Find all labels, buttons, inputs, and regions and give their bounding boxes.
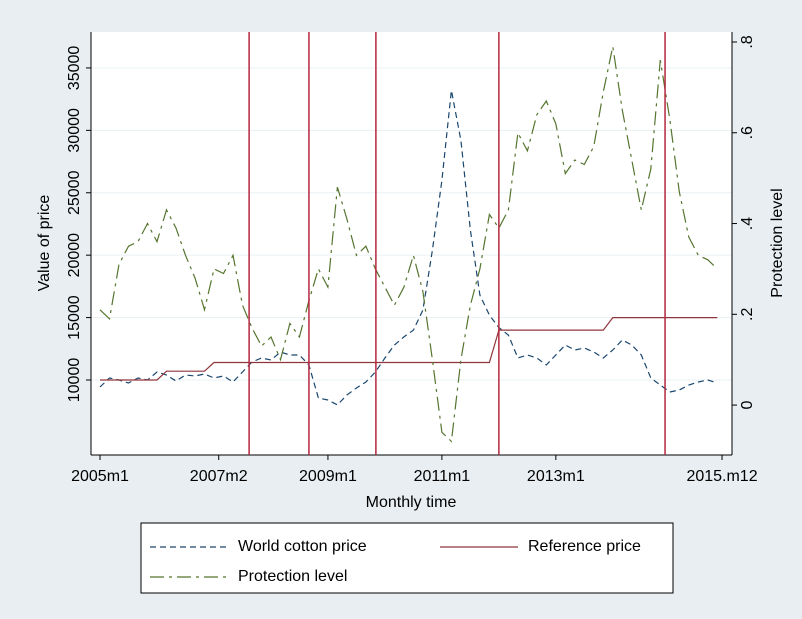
y2-tick-label: .8	[739, 35, 756, 48]
x-tick-label: 2009m1	[299, 468, 357, 485]
y2-tick-label: 0	[739, 401, 756, 410]
series-line	[100, 317, 718, 381]
y2-tick-label: .6	[739, 126, 756, 139]
legend-label: Protection level	[238, 568, 347, 585]
legend	[140, 522, 674, 594]
x-tick-label: 2011m1	[414, 468, 471, 485]
series-line	[99, 90, 718, 406]
plot-area	[91, 32, 732, 455]
y2-tick-label: .2	[739, 308, 756, 321]
y-axis-title: Value of price	[36, 195, 53, 292]
y2-axis-title: Protection level	[769, 188, 786, 297]
y-tick-label: 30000	[66, 108, 83, 153]
x-tick-label: 2013m1	[527, 468, 585, 485]
x-tick-label: 2007m2	[190, 468, 248, 485]
legend-label: Reference price	[528, 538, 641, 555]
y-tick-label: 35000	[66, 46, 83, 91]
y-tick-label: 20000	[66, 233, 83, 278]
x-tick-label: 2005m1	[71, 468, 129, 485]
y2-tick-label: .4	[739, 217, 756, 230]
x-tick-label: 2015.m12	[686, 468, 757, 485]
series-line	[99, 46, 718, 443]
x-axis-title: Monthly time	[366, 494, 457, 511]
y-tick-label: 15000	[66, 295, 83, 340]
legend-label: World cotton price	[238, 538, 367, 555]
y-tick-label: 25000	[66, 170, 83, 215]
y-tick-label: 10000	[66, 358, 83, 403]
